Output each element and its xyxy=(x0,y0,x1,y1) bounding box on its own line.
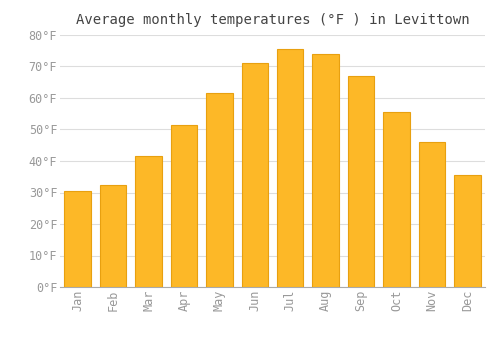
Bar xyxy=(312,54,339,287)
Title: Average monthly temperatures (°F ) in Levittown: Average monthly temperatures (°F ) in Le… xyxy=(76,13,469,27)
Bar xyxy=(383,112,409,287)
Bar xyxy=(277,49,303,287)
Bar xyxy=(206,93,233,287)
Bar xyxy=(418,142,445,287)
Bar xyxy=(136,156,162,287)
Bar xyxy=(170,125,197,287)
Bar xyxy=(454,175,480,287)
Bar xyxy=(348,76,374,287)
Bar xyxy=(64,191,91,287)
Bar xyxy=(242,63,268,287)
Bar xyxy=(100,184,126,287)
